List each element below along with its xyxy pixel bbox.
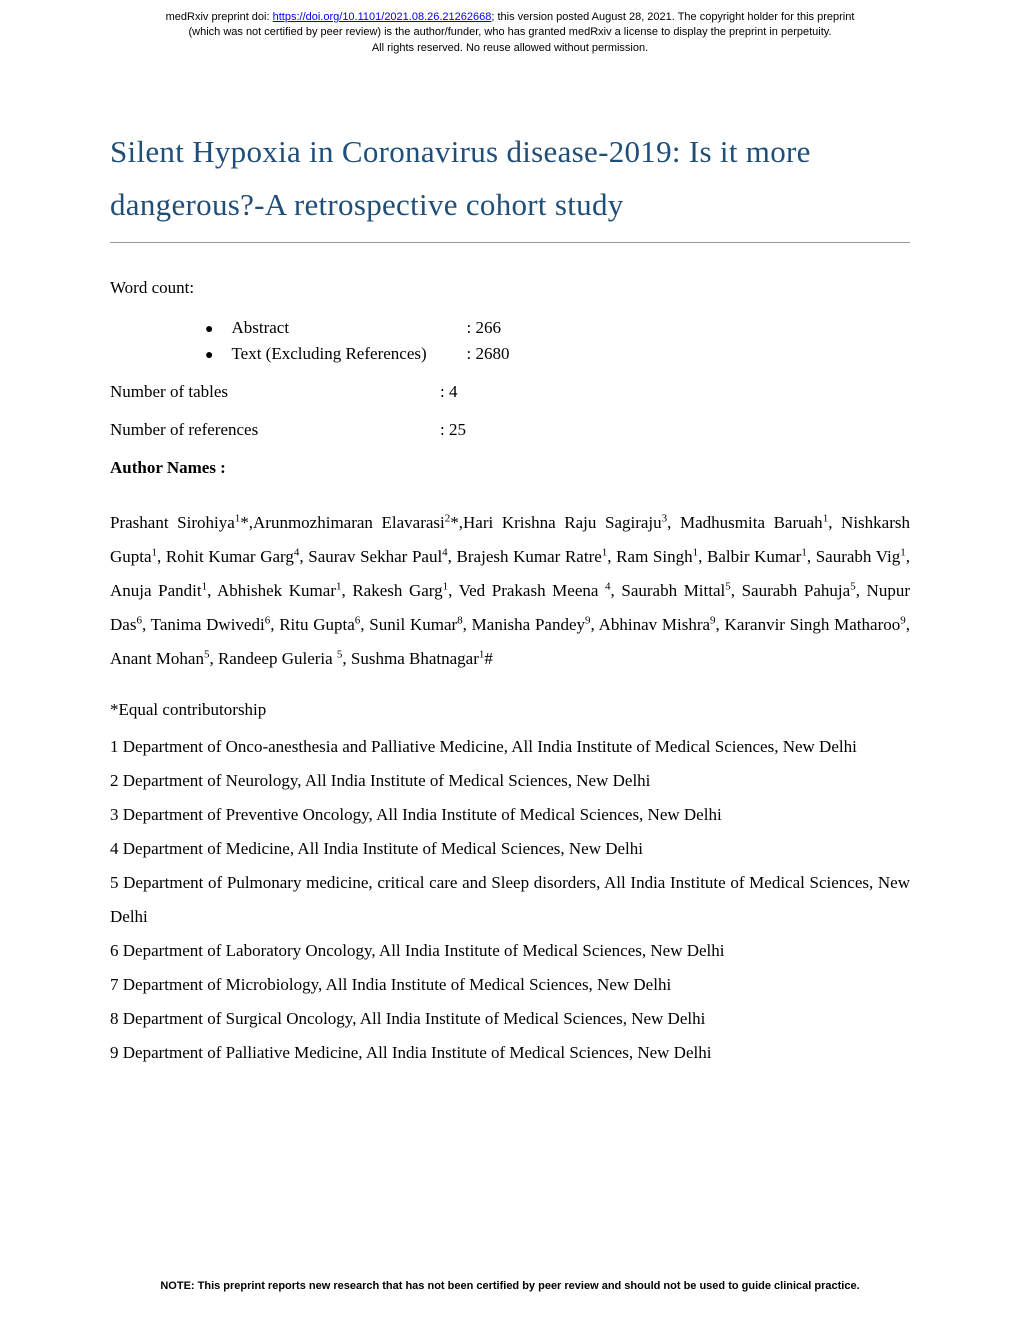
- meta-label: Number of references: [110, 420, 440, 440]
- header-line2: (which was not certified by peer review)…: [188, 26, 831, 38]
- page-content: Silent Hypoxia in Coronavirus disease-20…: [0, 56, 1020, 1069]
- paper-title: Silent Hypoxia in Coronavirus disease-20…: [110, 126, 910, 231]
- meta-value: : 25: [440, 420, 466, 440]
- doi-link[interactable]: https://doi.org/10.1101/2021.08.26.21262…: [273, 11, 492, 23]
- header-line1-prefix: medRxiv preprint doi:: [166, 11, 273, 23]
- meta-value: : 4: [440, 382, 457, 402]
- affiliation-item: 4 Department of Medicine, All India Inst…: [110, 832, 910, 866]
- bullet-icon: ●: [205, 322, 213, 338]
- contributorship-note: *Equal contributorship: [110, 700, 910, 720]
- bullet-item: ● Abstract : 266: [205, 318, 910, 338]
- meta-row: Number of references : 25: [110, 420, 910, 440]
- affiliations-list: 1 Department of Onco-anesthesia and Pall…: [110, 730, 910, 1070]
- bullet-value: : 266: [466, 318, 500, 338]
- affiliation-item: 3 Department of Preventive Oncology, All…: [110, 798, 910, 832]
- title-divider: [110, 242, 910, 243]
- affiliation-item: 6 Department of Laboratory Oncology, All…: [110, 934, 910, 968]
- bullet-label: Abstract: [231, 318, 466, 338]
- bullet-value: : 2680: [466, 344, 509, 364]
- word-count-bullets: ● Abstract : 266 ● Text (Excluding Refer…: [205, 318, 910, 364]
- affiliation-item: 1 Department of Onco-anesthesia and Pall…: [110, 730, 910, 764]
- affiliation-item: 8 Department of Surgical Oncology, All I…: [110, 1002, 910, 1036]
- word-count-label: Word count:: [110, 278, 910, 298]
- header-line1-suffix: ; this version posted August 28, 2021. T…: [491, 11, 854, 23]
- meta-row: Number of tables : 4: [110, 382, 910, 402]
- author-heading: Author Names :: [110, 458, 910, 478]
- affiliation-item: 9 Department of Palliative Medicine, All…: [110, 1036, 910, 1070]
- footer-note: NOTE: This preprint reports new research…: [0, 1280, 1020, 1292]
- affiliation-item: 2 Department of Neurology, All India Ins…: [110, 764, 910, 798]
- header-line3: All rights reserved. No reuse allowed wi…: [372, 42, 648, 54]
- preprint-header: medRxiv preprint doi: https://doi.org/10…: [0, 0, 1020, 56]
- authors-list: Prashant Sirohiya1*,Arunmozhimaran Elava…: [110, 506, 910, 676]
- bullet-item: ● Text (Excluding References) : 2680: [205, 344, 910, 364]
- bullet-label: Text (Excluding References): [231, 344, 466, 364]
- affiliation-item: 5 Department of Pulmonary medicine, crit…: [110, 866, 910, 934]
- meta-label: Number of tables: [110, 382, 440, 402]
- bullet-icon: ●: [205, 348, 213, 364]
- affiliation-item: 7 Department of Microbiology, All India …: [110, 968, 910, 1002]
